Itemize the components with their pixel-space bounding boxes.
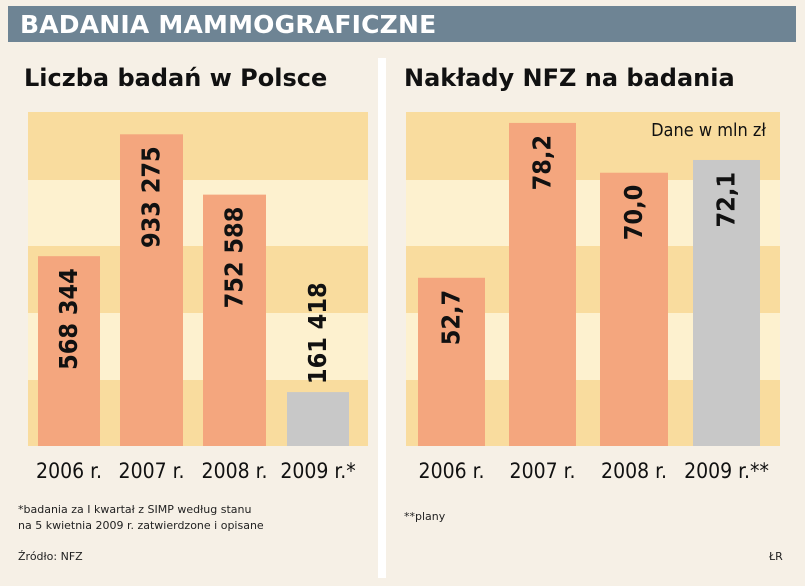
x-tick-label-0-3: 2009 r.*: [280, 459, 355, 483]
page-title: BADANIA MAMMOGRAFICZNE: [20, 10, 437, 39]
bar-1-0: [418, 277, 485, 446]
bar-0-3: [287, 392, 349, 446]
bar-value-label-0-0: 568 344: [54, 268, 83, 370]
panel-divider: [378, 58, 386, 578]
footnote-left-line1: *badania za I kwartał z SIMP według stan…: [18, 503, 252, 516]
source-note: Źródło: NFZ: [18, 550, 83, 563]
bar-value-label-1-2: 70,0: [619, 185, 648, 241]
x-tick-label-1-3: 2009 r.**: [684, 459, 769, 483]
grid-band-0-0: [28, 112, 368, 180]
bar-value-label-1-1: 78,2: [528, 135, 557, 191]
bar-value-label-0-3: 161 418: [303, 282, 332, 384]
bar-value-label-1-0: 52,7: [437, 290, 466, 346]
bar-1-1: [509, 122, 576, 446]
chart-title-right: Nakłady NFZ na badania: [404, 64, 735, 92]
bar-0-1: [120, 134, 183, 447]
x-tick-label-1-1: 2007 r.: [510, 459, 576, 483]
bar-value-label-0-2: 752 588: [220, 207, 249, 309]
bar-value-label-0-1: 933 275: [137, 146, 166, 248]
grid-band-0-1: [28, 180, 368, 246]
chart-title-left: Liczba badań w Polsce: [24, 64, 328, 92]
x-tick-label-1-2: 2008 r.: [601, 459, 667, 483]
bar-0-2: [203, 194, 266, 446]
bar-1-3: [693, 159, 760, 446]
x-tick-label-0-1: 2007 r.: [119, 459, 185, 483]
bar-value-label-1-3: 72,1: [712, 172, 741, 228]
bar-0-0: [38, 256, 100, 446]
chart-subtitle-1: Dane w mln zł: [651, 120, 766, 141]
x-tick-label-0-2: 2008 r.: [202, 459, 268, 483]
header-bar: BADANIA MAMMOGRAFICZNE: [8, 6, 796, 42]
author-credit: ŁR: [769, 550, 783, 563]
x-tick-label-1-0: 2006 r.: [419, 459, 485, 483]
footnote-left-line2: na 5 kwietnia 2009 r. zatwierdzone i opi…: [18, 519, 264, 532]
bar-1-2: [600, 172, 668, 446]
footnote-right: **plany: [404, 510, 446, 523]
x-tick-label-0-0: 2006 r.: [36, 459, 102, 483]
